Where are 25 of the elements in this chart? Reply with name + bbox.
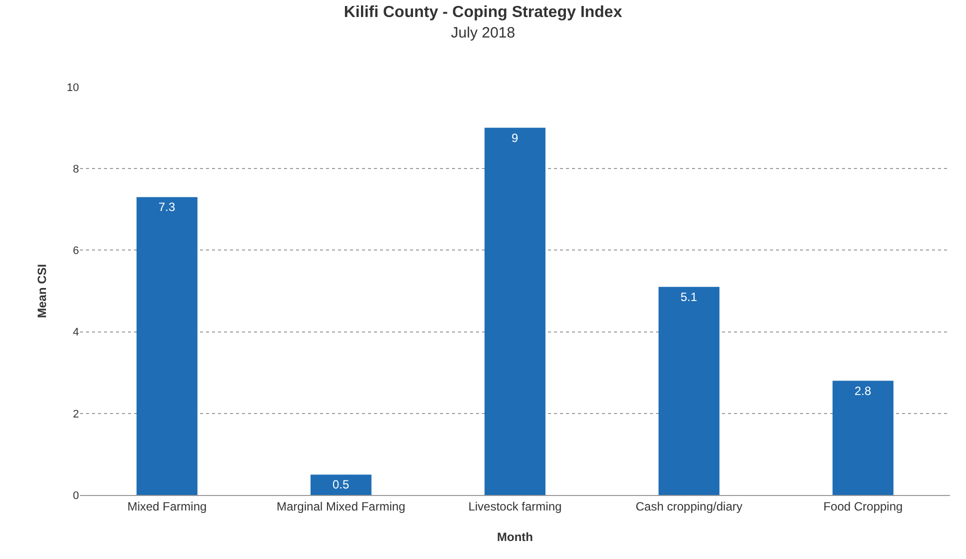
x-tick-label: Food Cropping <box>823 499 903 514</box>
y-axis-title: Mean CSI <box>35 264 49 318</box>
y-tick-label: 10 <box>66 82 79 94</box>
y-tick-label: 8 <box>72 163 79 176</box>
x-tick-label: Livestock farming <box>468 499 562 514</box>
data-label: 2.8 <box>854 384 872 398</box>
y-tick-label: 2 <box>72 408 79 420</box>
bar <box>658 286 720 495</box>
chart-title: Kilifi County - Coping Strategy Index <box>344 4 622 21</box>
x-tick-label: Cash cropping/diary <box>636 499 742 514</box>
data-label: 5.1 <box>680 290 698 304</box>
data-label: 7.3 <box>158 200 176 214</box>
chart-subtitle: July 2018 <box>450 24 516 42</box>
y-tick-label: 4 <box>72 326 79 339</box>
bar <box>832 380 894 495</box>
data-label: 9 <box>512 130 518 145</box>
x-axis-title: Month <box>497 530 533 544</box>
bar <box>136 197 198 495</box>
y-tick-label: 6 <box>72 245 79 258</box>
x-tick-label: Marginal Mixed Farming <box>276 499 406 514</box>
bar <box>310 474 372 495</box>
data-label: 0.5 <box>332 478 350 492</box>
bar <box>484 128 546 495</box>
y-tick-label: 0 <box>72 490 79 502</box>
x-tick-label: Mixed Farming <box>127 499 207 514</box>
